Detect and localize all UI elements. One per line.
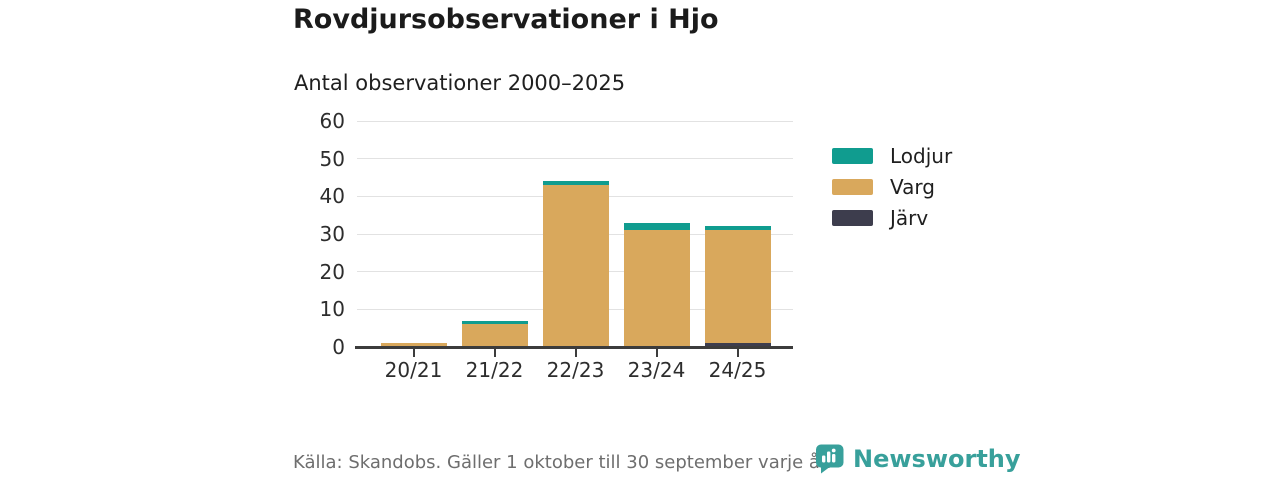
bar-segment-varg-24/25	[704, 230, 771, 344]
y-tick-label: 30	[319, 222, 345, 246]
y-tick-label: 20	[319, 259, 345, 284]
gridline-60	[357, 120, 793, 122]
legend-swatch-järv	[832, 209, 873, 226]
newsworthy-brand-link[interactable]: Newsworthy	[814, 443, 1021, 474]
legend-label: Lodjur	[890, 143, 953, 168]
x-tick-label: 20/21	[384, 358, 443, 382]
bar-segment-lodjur-21/22	[461, 320, 528, 325]
legend: Lodjur Varg Järv	[832, 140, 952, 233]
x-tick-label: 22/23	[546, 358, 605, 382]
legend-label: Varg	[890, 174, 935, 199]
bar-segment-järv-24/25	[704, 343, 771, 347]
newsworthy-brand-name: Newsworthy	[853, 444, 1021, 473]
y-tick-label: 0	[332, 335, 345, 359]
x-tick	[574, 348, 577, 357]
source-note: Källa: Skandobs. Gäller 1 oktober till 3…	[293, 452, 832, 473]
x-tick	[412, 348, 415, 357]
y-tick-label: 10	[319, 297, 345, 322]
legend-label: Järv	[890, 205, 929, 230]
gridline-50	[357, 158, 793, 160]
bar-segment-lodjur-23/24	[623, 222, 690, 231]
bar-segment-lodjur-24/25	[704, 226, 771, 231]
bar-segment-varg-21/22	[461, 324, 528, 347]
y-tick-label: 40	[319, 184, 345, 209]
legend-item-järv: Järv	[832, 202, 952, 233]
chart-subtitle: Antal observationer 2000–2025	[294, 71, 626, 95]
x-tick-label: 21/22	[465, 358, 524, 382]
x-tick-label: 23/24	[627, 358, 686, 382]
bar-segment-varg-23/24	[623, 230, 690, 347]
legend-swatch-varg	[832, 178, 873, 195]
y-tick-label: 50	[319, 146, 345, 171]
legend-item-lodjur: Lodjur	[832, 140, 952, 171]
bar-segment-lodjur-22/23	[542, 181, 609, 186]
bar-segment-varg-22/23	[542, 185, 609, 347]
chart-title: Rovdjursobservationer i Hjo	[293, 4, 719, 35]
x-axis-line	[355, 345, 793, 349]
legend-swatch-lodjur	[832, 147, 873, 164]
bar-segment-varg-20/21	[380, 343, 447, 347]
legend-item-varg: Varg	[832, 171, 952, 202]
x-tick	[655, 348, 658, 357]
x-tick	[493, 348, 496, 357]
x-tick-label: 24/25	[708, 358, 767, 382]
x-tick	[736, 348, 739, 357]
newsworthy-logo-icon	[814, 443, 845, 474]
y-tick-label: 60	[319, 109, 345, 133]
